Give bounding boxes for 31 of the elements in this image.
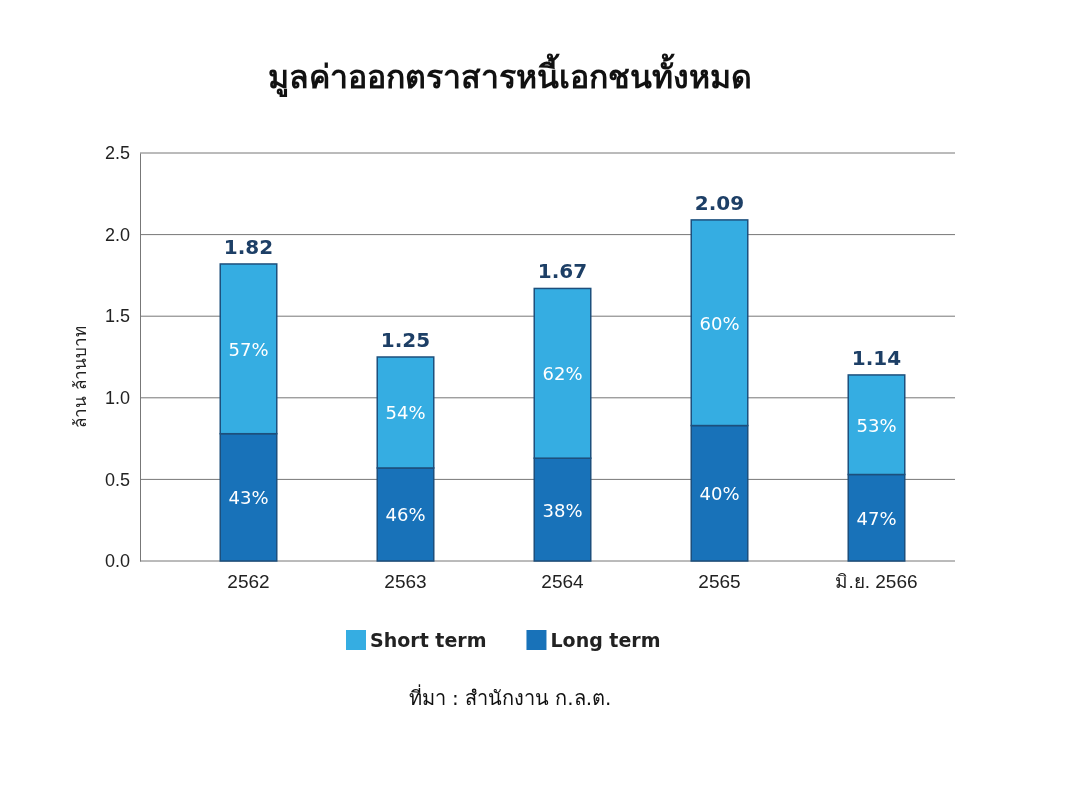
annotation: 38% [542, 499, 583, 521]
annotation: 47% [856, 507, 897, 529]
y-tick-label: 1.0 [104, 388, 130, 409]
annotation: 46% [385, 504, 426, 526]
total-label: 2.09 [694, 190, 745, 215]
annotation: 54% [385, 402, 426, 424]
x-tick-label: 2564 [541, 571, 585, 593]
annotation: 40% [699, 483, 740, 505]
annotation: 43% [228, 487, 269, 509]
total-label: 1.67 [537, 259, 588, 284]
y-tick-label: 0.5 [104, 469, 130, 490]
annotation: 57% [228, 338, 269, 360]
y-tick-label: 2.5 [104, 143, 130, 164]
x-tick-label: 2565 [698, 571, 741, 593]
total-label: 1.14 [851, 345, 902, 370]
chart-title: มูลค่าออกตราสารหนี้เอกชนทั้งหมด [268, 53, 752, 98]
legend-label: Long term [550, 629, 661, 651]
x-tick-label: มิ.ย. 2566 [835, 571, 918, 593]
x-tick-label: 2562 [227, 571, 270, 593]
y-tick-label: 0.0 [104, 551, 130, 572]
y-tick-label: 1.5 [104, 306, 130, 327]
x-tick-label: 2563 [384, 571, 427, 593]
legend-label: Short term [370, 629, 487, 651]
annotation: 60% [699, 312, 740, 334]
annotation: 53% [856, 414, 897, 436]
text: ที่มา : สำนักงาน ก.ล.ต. [408, 684, 612, 710]
y-axis-title: ล้าน ล้านบาท [70, 326, 90, 428]
y-tick-label: 2.0 [104, 224, 130, 245]
annotation: 62% [542, 363, 583, 385]
total-label: 1.82 [223, 234, 274, 259]
total-label: 1.25 [380, 328, 431, 352]
